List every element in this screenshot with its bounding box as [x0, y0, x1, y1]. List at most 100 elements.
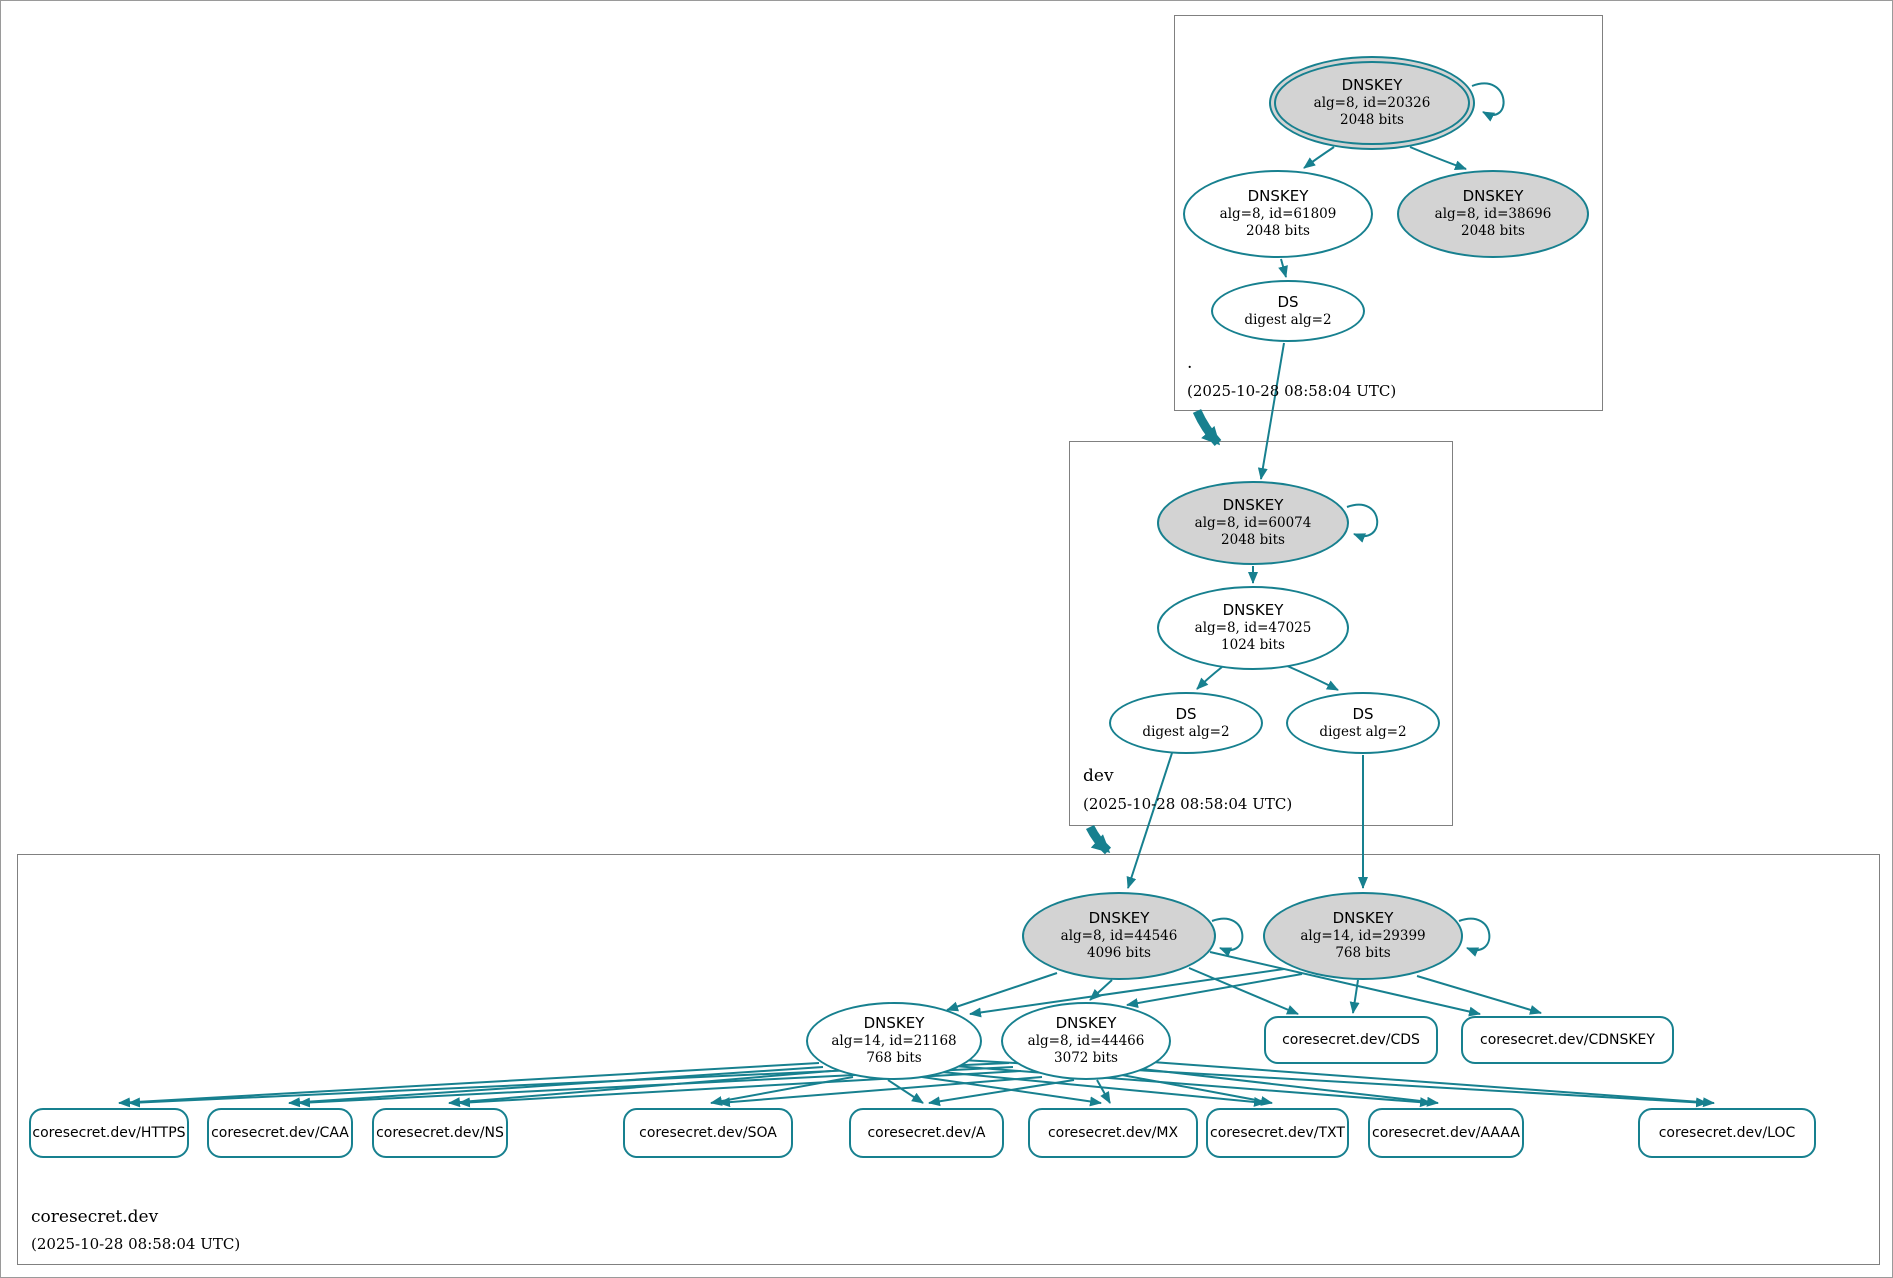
dnskey-detail: alg=14, id=21168 — [831, 1032, 957, 1049]
edge-zsk21168-to-https — [118, 1062, 820, 1108]
rrset-node-aaaa[interactable]: coresecret.dev/AAAA — [1368, 1108, 1524, 1158]
dnskey-node-coresecret-ksk-29399[interactable]: DNSKEY alg=14, id=29399 768 bits — [1263, 892, 1463, 980]
rrset-label: coresecret.dev/AAAA — [1372, 1125, 1520, 1141]
dnskey-detail: alg=14, id=29399 — [1300, 927, 1426, 944]
edge-zsk44466-to-loc — [1151, 1061, 1715, 1108]
dnskey-title: DNSKEY — [1088, 909, 1150, 928]
rrset-label: coresecret.dev/LOC — [1658, 1125, 1796, 1141]
dnskey-bits: 4096 bits — [1087, 945, 1151, 962]
dnskey-node-root-zsk-61809[interactable]: DNSKEY alg=8, id=61809 2048 bits — [1183, 170, 1373, 258]
edge-delegation-root-to-dev — [1192, 409, 1222, 447]
ds-title: DS — [1352, 704, 1374, 723]
dnskey-title: DNSKEY — [1462, 187, 1524, 206]
dnskey-title: DNSKEY — [1332, 909, 1394, 928]
rrset-node-soa[interactable]: coresecret.dev/SOA — [623, 1108, 793, 1158]
dnskey-bits: 2048 bits — [1340, 112, 1404, 129]
edge-zsk44466-to-mx — [1096, 1079, 1111, 1104]
zone-box-root — [1174, 15, 1603, 411]
dnskey-node-coresecret-zsk-44466[interactable]: DNSKEY alg=8, id=44466 3072 bits — [1001, 1002, 1171, 1080]
edge-zsk21168-to-ns — [448, 1070, 832, 1108]
dnskey-title: DNSKEY — [1222, 601, 1284, 620]
edge-root-ksk-selfloop — [1471, 82, 1505, 122]
edge-root-ksk-to-standby — [1409, 146, 1467, 170]
edge-ksk29399-to-zsk21168 — [969, 968, 1285, 1018]
ds-title: DS — [1175, 704, 1197, 723]
zone-label-root: . — [1187, 353, 1193, 373]
edge-dev-ksk-selfloop — [1346, 503, 1379, 543]
ds-node-root[interactable]: DS digest alg=2 — [1211, 280, 1365, 342]
edge-zsk44466-to-a — [928, 1079, 1075, 1107]
edge-zsk21168-to-a — [887, 1079, 924, 1104]
dnskey-bits: 2048 bits — [1221, 532, 1285, 549]
edge-dev-zsk-to-ds-left — [1196, 666, 1223, 690]
rrset-node-cdnskey[interactable]: coresecret.dev/CDNSKEY — [1461, 1016, 1674, 1064]
ds-node-dev-right[interactable]: DS digest alg=2 — [1286, 692, 1440, 754]
rrset-node-https[interactable]: coresecret.dev/HTTPS — [29, 1108, 189, 1158]
dnskey-bits: 768 bits — [1335, 945, 1391, 962]
dnskey-detail: alg=8, id=44546 — [1060, 927, 1178, 944]
edge-zsk21168-to-aaaa — [953, 1065, 1432, 1108]
ds-node-dev-left[interactable]: DS digest alg=2 — [1109, 692, 1263, 754]
edge-zsk44466-to-txt — [1121, 1074, 1273, 1106]
edge-zsk21168-to-caa — [288, 1066, 824, 1108]
edge-root-ds-to-dev-ksk — [1257, 342, 1285, 480]
rrset-label: coresecret.dev/NS — [376, 1125, 504, 1141]
zone-label-dev: dev — [1083, 766, 1114, 786]
dnskey-node-coresecret-ksk-44546[interactable]: DNSKEY alg=8, id=44546 4096 bits — [1022, 892, 1216, 980]
edge-ksk44546-to-zsk21168 — [946, 972, 1058, 1012]
ds-detail: digest alg=2 — [1142, 723, 1230, 740]
dnskey-title: DNSKEY — [1222, 496, 1284, 515]
rrset-node-txt[interactable]: coresecret.dev/TXT — [1206, 1108, 1349, 1158]
edge-ksk44546-selfloop — [1211, 917, 1244, 957]
edge-root-ksk-to-zsk — [1303, 146, 1335, 169]
rrset-label: coresecret.dev/CDNSKEY — [1480, 1032, 1655, 1048]
rrset-node-a[interactable]: coresecret.dev/A — [849, 1108, 1004, 1158]
edge-delegation-dev-to-coresecret — [1085, 824, 1112, 855]
edge-ksk29399-to-cds — [1349, 979, 1360, 1014]
dnskey-detail: alg=8, id=38696 — [1434, 205, 1552, 222]
dnskey-node-root-standby-38696[interactable]: DNSKEY alg=8, id=38696 2048 bits — [1397, 170, 1589, 258]
rrset-label: coresecret.dev/A — [867, 1125, 986, 1141]
rrset-node-ns[interactable]: coresecret.dev/NS — [372, 1108, 508, 1158]
rrset-node-caa[interactable]: coresecret.dev/CAA — [207, 1108, 353, 1158]
edge-ksk29399-to-cdnskey — [1416, 975, 1542, 1015]
dnskey-detail: alg=8, id=60074 — [1194, 514, 1312, 531]
dnskey-bits: 2048 bits — [1246, 223, 1310, 240]
ds-detail: digest alg=2 — [1319, 723, 1407, 740]
edge-dev-zsk-to-ds-right — [1284, 664, 1339, 691]
zone-timestamp-dev: (2025-10-28 08:58:04 UTC) — [1083, 795, 1293, 813]
dnskey-title: DNSKEY — [863, 1014, 925, 1033]
edge-dev-dsleft-to-ksk44546 — [1126, 752, 1173, 889]
dnskey-title: DNSKEY — [1247, 187, 1309, 206]
dnskey-node-dev-ksk-60074[interactable]: DNSKEY alg=8, id=60074 2048 bits — [1157, 481, 1349, 565]
edge-ksk44546-to-cds — [1188, 967, 1299, 1015]
rrset-node-mx[interactable]: coresecret.dev/MX — [1028, 1108, 1198, 1158]
dnskey-detail: alg=8, id=61809 — [1219, 205, 1337, 222]
rrset-node-loc[interactable]: coresecret.dev/LOC — [1638, 1108, 1816, 1158]
zone-box-dev — [1069, 441, 1453, 826]
dnskey-detail: alg=8, id=44466 — [1027, 1032, 1145, 1049]
edge-zsk44466-to-soa — [718, 1076, 1043, 1108]
rrset-node-cds[interactable]: coresecret.dev/CDS — [1264, 1016, 1438, 1064]
rrset-label: coresecret.dev/CDS — [1282, 1032, 1420, 1048]
dnskey-bits: 768 bits — [866, 1050, 922, 1067]
ds-detail: digest alg=2 — [1244, 311, 1332, 328]
rrset-label: coresecret.dev/MX — [1047, 1125, 1179, 1141]
dnskey-title: DNSKEY — [1341, 76, 1403, 95]
dnskey-node-dev-zsk-47025[interactable]: DNSKEY alg=8, id=47025 1024 bits — [1157, 586, 1349, 670]
rrset-label: coresecret.dev/HTTPS — [32, 1125, 186, 1141]
edge-ksk29399-to-zsk44466 — [1126, 973, 1303, 1009]
dnskey-node-coresecret-zsk-21168[interactable]: DNSKEY alg=14, id=21168 768 bits — [806, 1002, 982, 1080]
dnskey-detail: alg=8, id=47025 — [1194, 619, 1312, 636]
dnskey-detail: alg=8, id=20326 — [1313, 94, 1431, 111]
rrset-label: coresecret.dev/CAA — [211, 1125, 349, 1141]
ds-title: DS — [1277, 292, 1299, 311]
edge-ksk44546-to-cdnskey — [1209, 951, 1481, 1017]
rrset-label: coresecret.dev/SOA — [639, 1125, 777, 1141]
dnskey-title: DNSKEY — [1055, 1014, 1117, 1033]
zone-box-coresecret — [17, 854, 1880, 1265]
dnskey-node-root-ksk-20326[interactable]: DNSKEY alg=8, id=20326 2048 bits — [1269, 56, 1475, 150]
edge-root-zsk-to-ds — [1278, 258, 1288, 278]
